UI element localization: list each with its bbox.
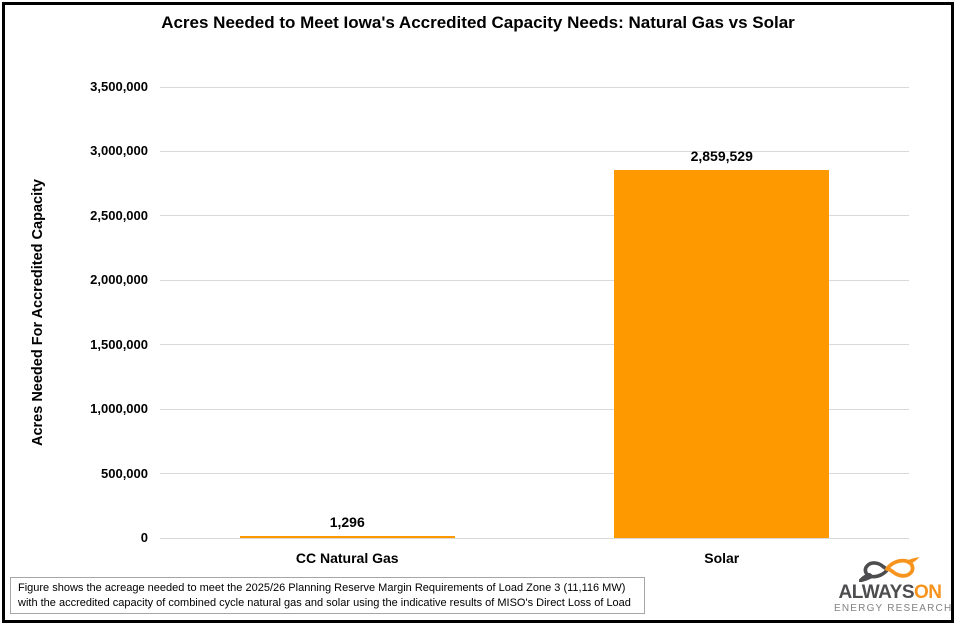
gridline — [160, 408, 909, 410]
bar-value-label: 1,296 — [329, 514, 365, 530]
x-category-label: Solar — [704, 550, 740, 566]
logo-wordmark: ALWAYSON — [834, 583, 946, 602]
logo-subtitle: ENERGY RESEARCH — [834, 603, 953, 614]
y-tick-label: 2,000,000 — [90, 272, 148, 288]
y-tick-label: 1,500,000 — [90, 336, 148, 352]
x-category-label: CC Natural Gas — [295, 550, 399, 566]
y-tick-label: 0 — [140, 530, 148, 545]
logo-wordmark-on: ON — [914, 582, 942, 603]
y-tick-label: 500,000 — [101, 465, 148, 481]
gridline — [160, 215, 909, 217]
infinity-swoosh-icon — [859, 557, 920, 582]
y-tick-label: 1,000,000 — [90, 401, 148, 417]
y-tick-label: 3,000,000 — [90, 143, 148, 159]
chart-title: Acres Needed to Meet Iowa's Accredited C… — [161, 13, 795, 32]
gridline — [160, 344, 909, 346]
bar-value-label: 2,859,529 — [690, 147, 753, 164]
y-tick-label: 3,500,000 — [90, 79, 148, 94]
bar-cc-natural-gas — [239, 536, 455, 538]
footnote-box: Figure shows the acreage needed to meet … — [10, 577, 645, 614]
gridline — [160, 150, 909, 152]
gridline — [160, 537, 909, 539]
gridline — [160, 473, 909, 475]
alwayson-energy-research-logo: ALWAYSON ENERGY RESEARCH — [834, 556, 953, 614]
gridline — [160, 86, 909, 88]
bar-solar — [614, 169, 830, 538]
y-tick-label: 2,500,000 — [90, 207, 148, 223]
footnote-line-2: with the accredited capacity of combined… — [18, 596, 631, 609]
logo-wordmark-always: ALWAYS — [838, 582, 915, 603]
gridline — [160, 279, 909, 281]
footnote-line-1: Figure shows the acreage needed to meet … — [18, 582, 626, 594]
